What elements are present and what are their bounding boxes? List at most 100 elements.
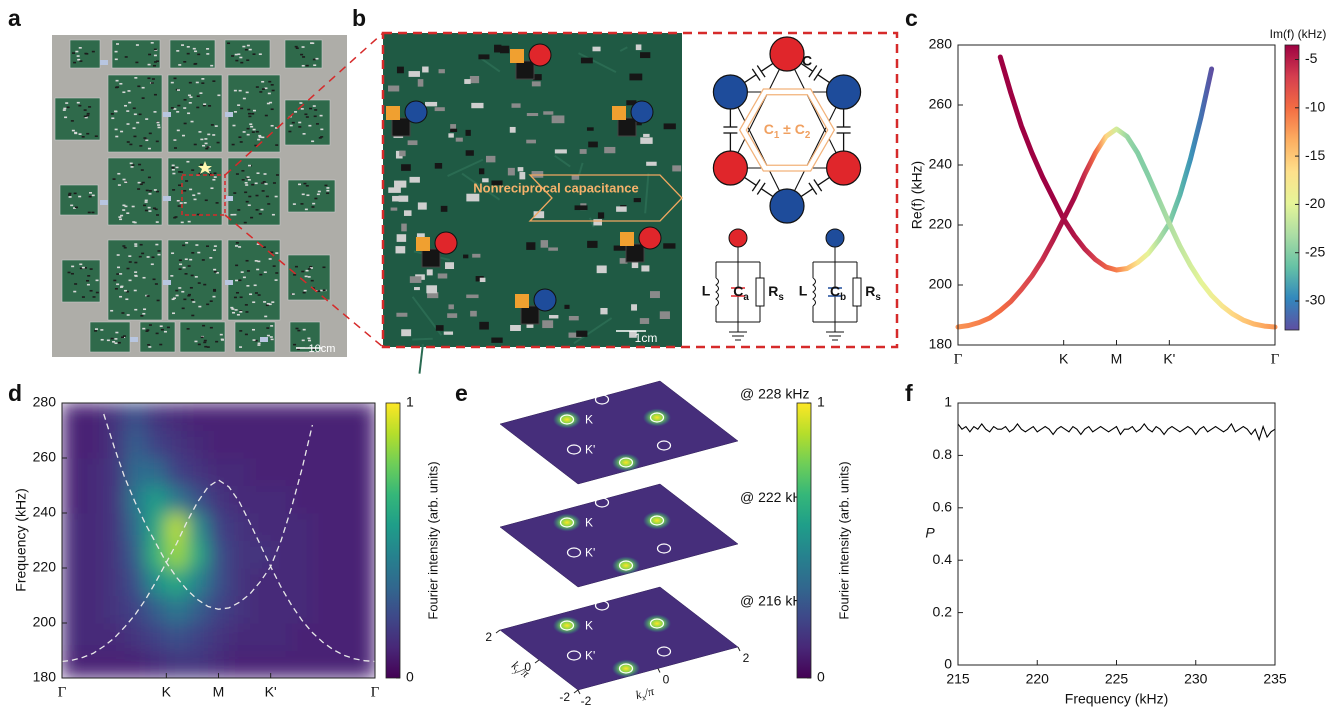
- resistor-label-sub: s: [875, 292, 881, 303]
- component: [115, 331, 119, 334]
- component: [83, 115, 87, 118]
- component: [170, 81, 174, 84]
- component: [183, 298, 187, 301]
- connector: [130, 337, 138, 342]
- heatmap-cell: [103, 595, 126, 624]
- component: [242, 97, 246, 100]
- component: [291, 121, 295, 124]
- component: [171, 168, 175, 171]
- component: [600, 307, 608, 315]
- inductor-coil: [715, 277, 719, 307]
- component: [81, 296, 85, 298]
- component: [187, 294, 191, 297]
- intensity-spot: [612, 556, 640, 575]
- component: [491, 337, 503, 343]
- heatmap-cell: [228, 513, 251, 541]
- heatmap-cell: [208, 540, 230, 569]
- component: [187, 220, 191, 223]
- component: [145, 330, 149, 332]
- component: [88, 195, 92, 198]
- heatmap-cell: [124, 595, 146, 624]
- circuit-board: [54, 97, 101, 141]
- component: [198, 131, 202, 133]
- colorbar-tick-label: 0: [406, 669, 414, 685]
- component: [173, 108, 177, 110]
- component: [134, 271, 138, 273]
- component: [135, 61, 139, 64]
- resistor-label-sub: s: [778, 292, 784, 303]
- component: [191, 314, 195, 317]
- y-tick-label: 240: [929, 156, 953, 172]
- component: [178, 171, 182, 173]
- component: [643, 133, 650, 137]
- component: [112, 178, 116, 180]
- component: [270, 338, 274, 341]
- heatmap-cell: [166, 623, 188, 651]
- component: [79, 267, 83, 270]
- component: [205, 245, 209, 248]
- component: [71, 129, 75, 132]
- component: [175, 294, 179, 297]
- component: [303, 182, 307, 185]
- trace: [412, 337, 433, 341]
- component: [266, 302, 270, 305]
- heatmap-cell: [62, 430, 84, 459]
- component: [186, 52, 190, 55]
- component: [146, 329, 150, 331]
- component: [126, 212, 130, 214]
- component: [138, 255, 142, 258]
- component: [234, 53, 238, 56]
- component: [244, 191, 248, 194]
- component: [70, 120, 74, 122]
- y-tick-label: 220: [33, 559, 57, 575]
- component: [450, 128, 458, 133]
- component: [186, 160, 190, 163]
- component: [409, 176, 420, 183]
- component: [564, 304, 570, 309]
- component: [200, 336, 204, 339]
- component: [254, 144, 258, 147]
- nonreciprocal-label: C1 ± C2: [764, 121, 811, 141]
- component: [261, 88, 265, 90]
- component: [204, 345, 208, 348]
- heatmap-cell: [62, 650, 84, 678]
- component: [117, 172, 121, 175]
- component: [124, 181, 128, 184]
- component: [311, 42, 315, 45]
- component: [191, 169, 195, 171]
- component: [255, 130, 259, 133]
- component: [91, 50, 95, 53]
- component: [155, 140, 159, 143]
- component: [257, 138, 261, 141]
- heatmap-cell: [270, 540, 293, 569]
- heatmap-cell: [62, 568, 84, 596]
- component: [448, 304, 454, 310]
- component: [268, 80, 272, 83]
- component: [239, 311, 243, 313]
- component: [78, 195, 82, 198]
- component: [659, 311, 670, 320]
- y-axis-label: Re(f) (kHz): [909, 161, 925, 229]
- component: [137, 181, 141, 184]
- component: [171, 166, 175, 169]
- inner-wire: [786, 53, 845, 169]
- heatmap-cell: [312, 403, 334, 431]
- component: [246, 127, 250, 130]
- component: [258, 213, 262, 215]
- component: [246, 285, 250, 287]
- component: [587, 240, 598, 248]
- component: [414, 287, 420, 291]
- component: [310, 279, 314, 282]
- colorbar-tick-label: 0: [817, 669, 825, 685]
- component: [244, 304, 248, 306]
- heatmap-cell: [62, 458, 84, 486]
- circuit-board: [224, 39, 271, 69]
- component: [185, 242, 189, 244]
- component: [267, 203, 271, 205]
- heatmap-cell: [62, 485, 84, 514]
- component: [479, 277, 486, 283]
- component: [203, 339, 207, 342]
- component: [440, 205, 448, 212]
- band: [955, 126, 1278, 330]
- scale-bar-label: 1cm: [635, 331, 658, 345]
